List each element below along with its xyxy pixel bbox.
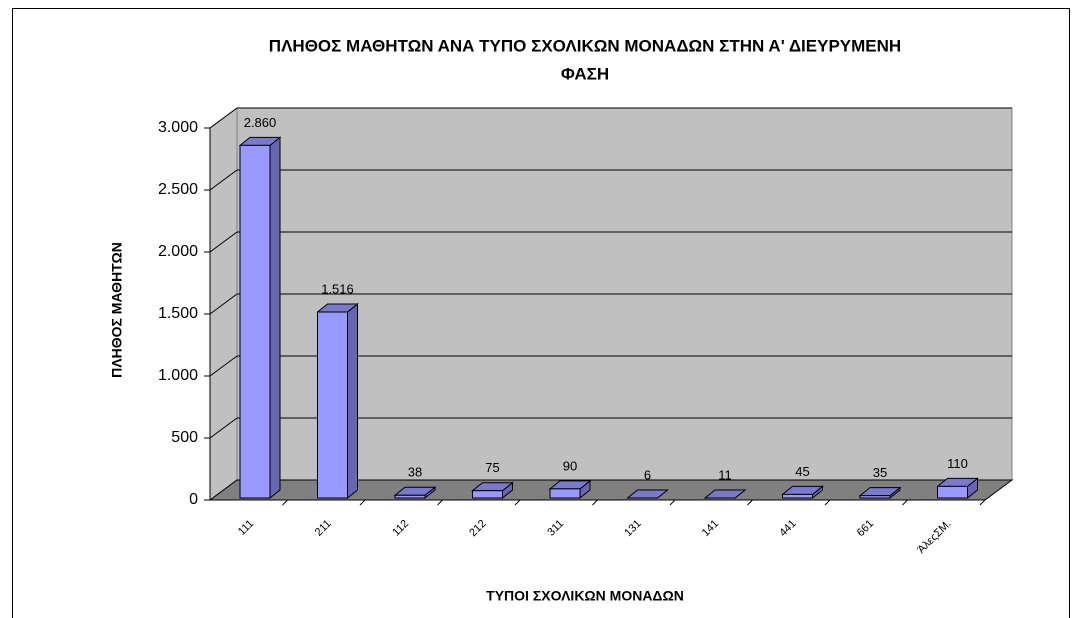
y-axis-title: ΠΛΗΘΟΣ ΜΑΘΗΤΩΝ [109,242,125,378]
bar [859,495,891,499]
grid-line [209,231,238,253]
value-label: 11 [718,467,732,482]
value-label: 45 [795,464,809,479]
value-label: 90 [563,458,577,473]
y-tick-label: 2.000 [158,243,198,260]
y-tick-label: 2.500 [158,181,198,198]
grid-line [209,293,238,315]
x-tick [592,499,598,506]
value-label: 2.860 [244,115,277,130]
y-tick-label: 1.000 [158,367,198,384]
value-label: 35 [873,465,887,480]
chart-title: ΠΛΗΘΟΣ ΜΑΘΗΤΩΝ ΑΝΑ ΤΥΠΟ ΣΧΟΛΙΚΩΝ ΜΟΝΑΔΩΝ… [269,36,901,55]
y-tick-label: 3.000 [158,119,198,136]
y-tick-label: 1.500 [158,305,198,322]
value-label: 38 [408,465,422,480]
bar [239,144,271,499]
bar [549,488,581,499]
value-label: 6 [644,467,651,482]
bar-side [269,136,281,500]
chart-title: ΦΑΣΗ [561,64,609,83]
bar [317,311,348,499]
grid-line [209,107,238,129]
x-tick [282,499,288,506]
value-label: 75 [485,460,499,475]
bar-top [626,489,669,499]
x-tick [514,499,521,506]
x-axis-title: ΤΥΠΟΙ ΣΧΟΛΙΚΩΝ ΜΟΝΑΔΩΝ [486,588,684,604]
y-tick-label: 500 [171,429,198,446]
x-tick [902,499,908,506]
bar [937,485,968,499]
value-label: 110 [947,456,968,471]
bar [782,493,813,499]
x-tick [979,499,986,506]
x-tick [824,499,831,506]
grid-line [209,169,238,191]
x-tick [747,499,753,506]
x-tick [669,499,676,506]
x-tick [437,499,443,506]
bar [394,494,426,499]
x-tick [359,499,366,506]
y-tick-label: 0 [189,491,198,508]
bar-top [703,489,747,499]
bar-side [347,302,358,500]
bar [472,490,503,499]
grid-line [209,355,238,377]
value-label: 1.516 [321,281,354,296]
grid-line [209,417,238,439]
